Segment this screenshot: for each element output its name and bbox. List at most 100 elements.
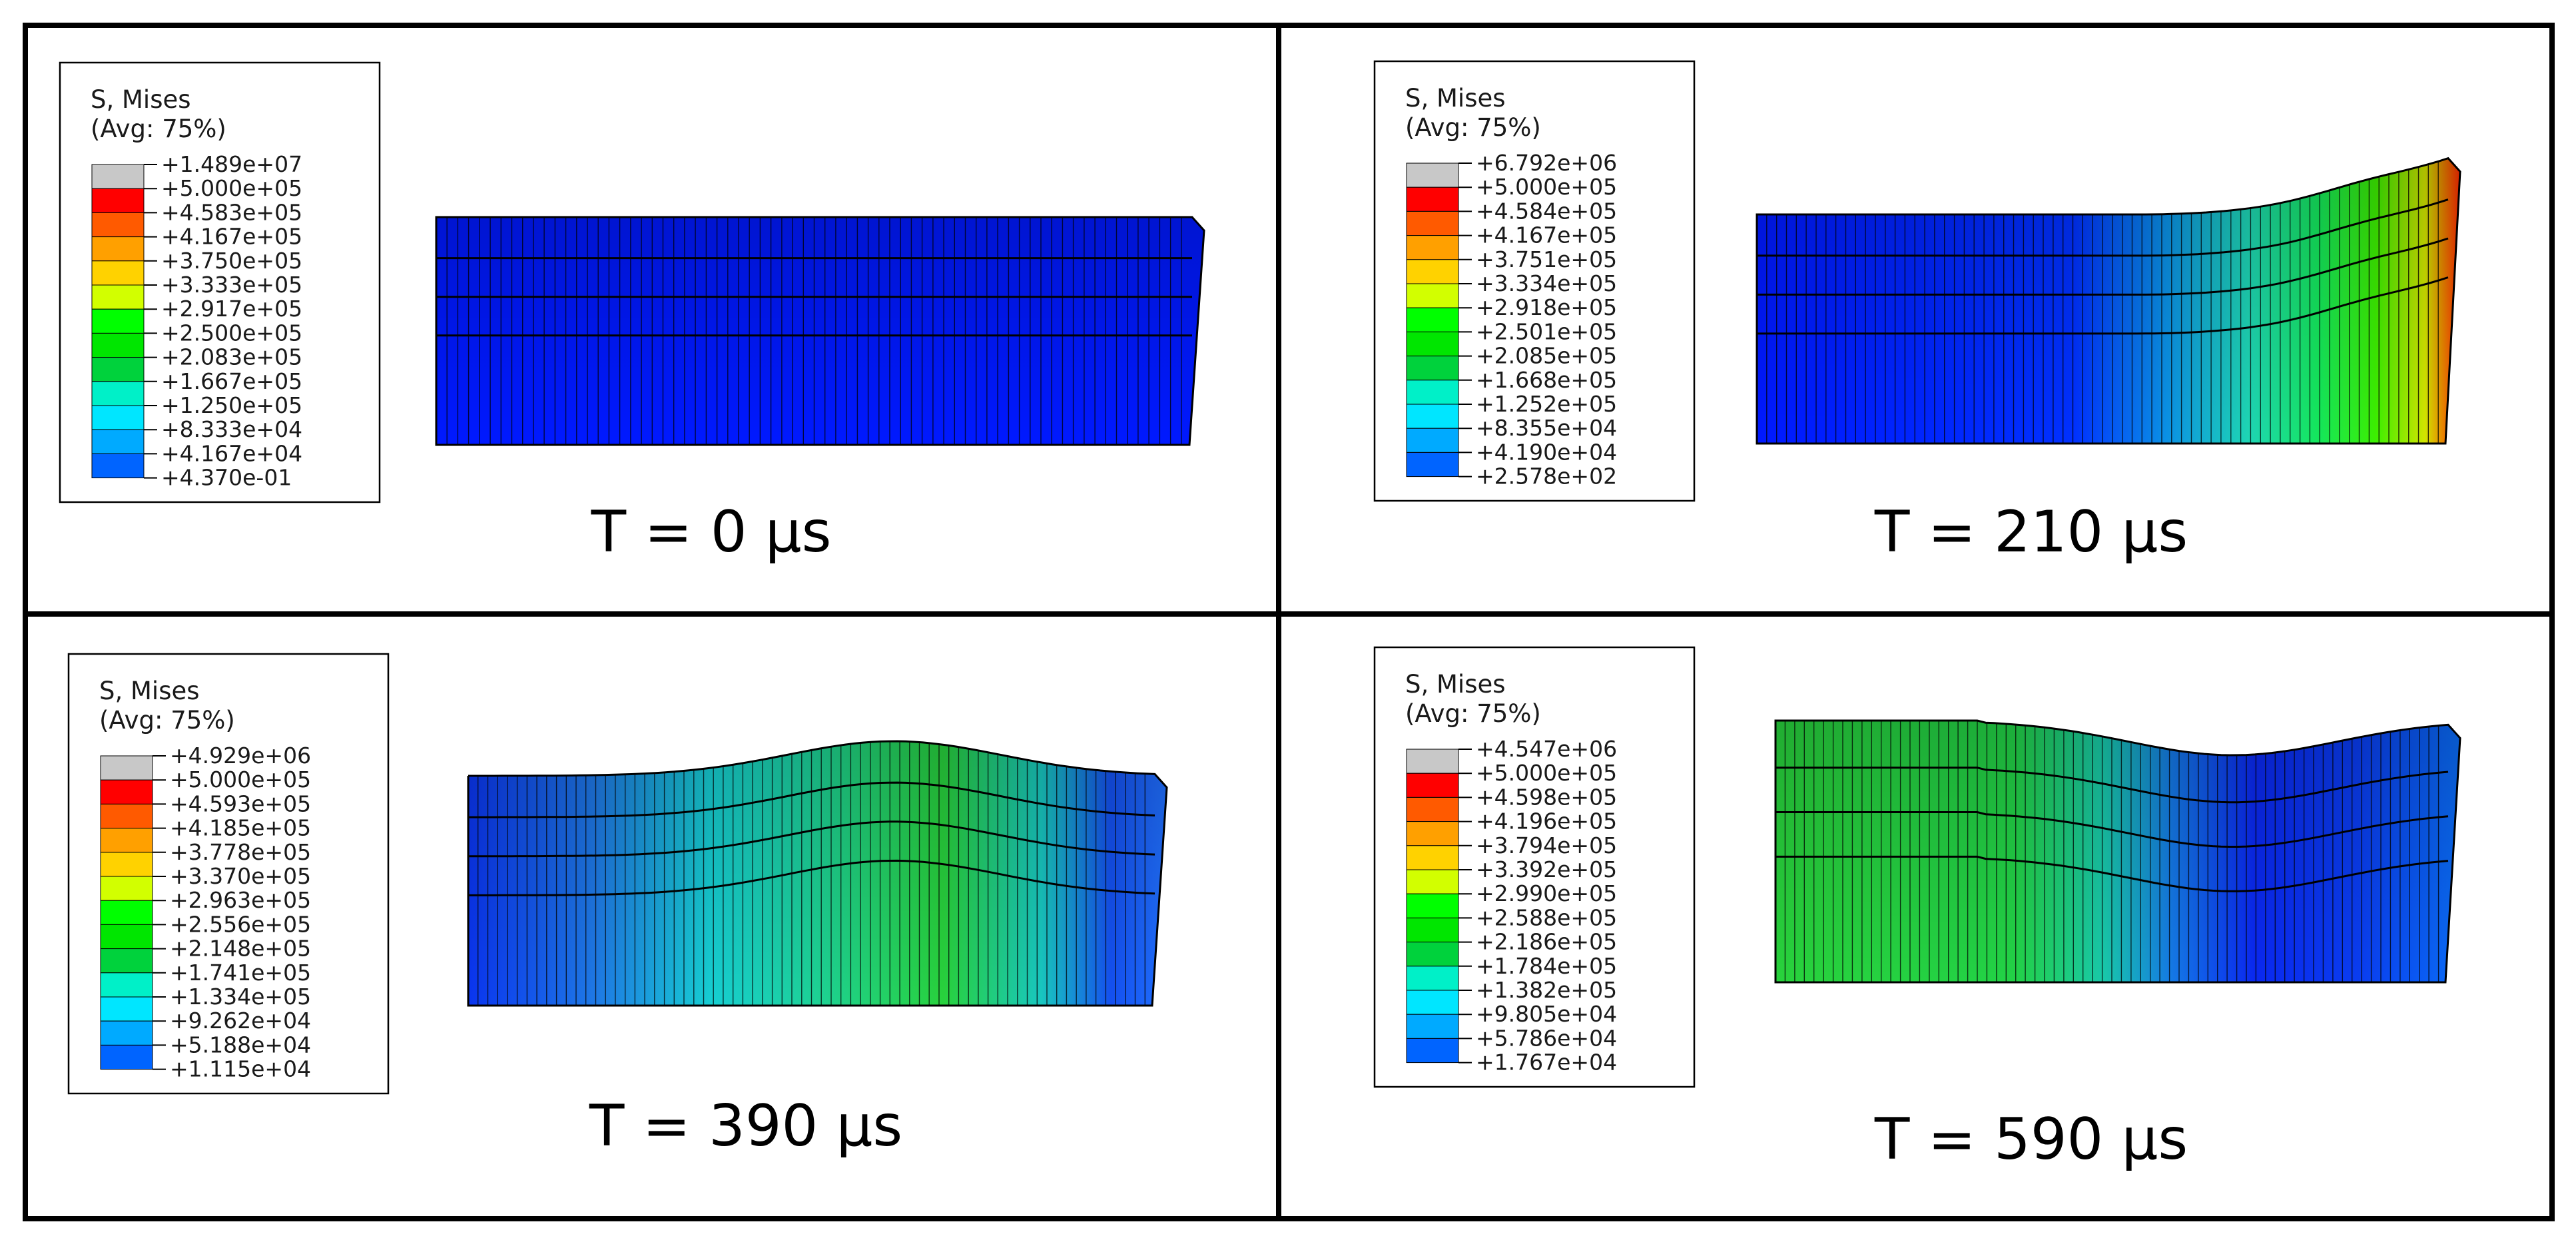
- legend-swatch: [100, 996, 153, 1022]
- legend-title: S, Mises: [1405, 84, 1506, 113]
- legend-swatch: [100, 828, 153, 853]
- legend-swatch: [1406, 331, 1459, 357]
- legend-swatch: [91, 164, 145, 189]
- legend-swatch: [1406, 380, 1459, 405]
- legend-swatch: [91, 260, 145, 286]
- legend-title: S, Mises: [99, 677, 200, 705]
- legend-label: +2.186e+05: [1476, 929, 1617, 955]
- legend-label: +5.000e+05: [170, 767, 311, 792]
- legend-label: +4.190e+04: [1476, 439, 1617, 465]
- layer-line: [1775, 855, 2449, 892]
- legend-swatch: [1406, 259, 1459, 284]
- legend-label: +2.083e+05: [161, 344, 302, 370]
- legend-swatch: [1406, 210, 1459, 236]
- panel-frames: [23, 23, 2555, 1221]
- time-caption: T = 210 µs: [1874, 499, 2188, 565]
- legend-label: +3.392e+05: [1476, 856, 1617, 882]
- legend-swatch: [1406, 990, 1459, 1015]
- legend-label: +5.188e+04: [170, 1032, 311, 1058]
- legend-label: +9.262e+04: [170, 1008, 311, 1034]
- legend-swatch: [1406, 893, 1459, 918]
- legend-label: +3.370e+05: [170, 863, 311, 889]
- legend-label: +2.918e+05: [1476, 294, 1617, 320]
- legend-swatch: [91, 332, 145, 358]
- legend-label: +2.990e+05: [1476, 880, 1617, 906]
- panel-2: S, Mises(Avg: 75%)+6.792e+06+5.000e+05+4…: [1373, 60, 2461, 565]
- legend-label: +1.489e+07: [161, 151, 302, 177]
- deformed-beam: [1774, 719, 2461, 984]
- legend-label: +2.085e+05: [1476, 343, 1617, 369]
- legend-label: +5.000e+05: [1476, 760, 1617, 786]
- legend-label: +6.792e+06: [1476, 150, 1617, 176]
- legend-swatch: [91, 357, 145, 382]
- legend-swatch: [1406, 1014, 1459, 1039]
- legend-swatch: [100, 876, 153, 901]
- legend-swatch: [100, 779, 153, 804]
- legend-label: +1.334e+05: [170, 984, 311, 1010]
- layer-line: [468, 781, 1155, 818]
- legend-swatch: [100, 803, 153, 829]
- legend-swatch: [1406, 186, 1459, 212]
- beam-shading: [1757, 158, 2460, 444]
- legend-swatch: [1406, 356, 1459, 381]
- layer-line: [1757, 237, 2449, 296]
- legend-swatch: [1406, 917, 1459, 943]
- legend-label: +4.598e+05: [1476, 784, 1617, 810]
- deformed-beam: [1756, 156, 2461, 445]
- deformed-beam: [435, 216, 1205, 446]
- outer-frame: [23, 23, 2555, 1221]
- legend-label: +4.185e+05: [170, 815, 311, 841]
- legend-swatch: [1406, 283, 1459, 308]
- legend-swatch: [1406, 942, 1459, 967]
- legend-swatch: [1406, 845, 1459, 870]
- time-caption: T = 390 µs: [589, 1093, 902, 1159]
- legend-swatch: [100, 1020, 153, 1046]
- legend-label: +2.148e+05: [170, 936, 311, 962]
- legend-label: +5.786e+04: [1476, 1025, 1617, 1051]
- time-caption: T = 0 µs: [591, 499, 832, 565]
- layer-line: [1775, 811, 2449, 848]
- legend-label: +3.333e+05: [161, 272, 302, 298]
- legend-swatch: [91, 308, 145, 334]
- legend-label: +1.784e+05: [1476, 953, 1617, 979]
- legend-subtitle: (Avg: 75%): [91, 115, 226, 143]
- deformed-beam: [467, 740, 1168, 1007]
- layer-line: [468, 859, 1155, 896]
- legend-label: +1.767e+04: [1476, 1050, 1617, 1076]
- legend-label: +2.500e+05: [161, 320, 302, 346]
- legend-swatch: [1406, 404, 1459, 429]
- legend-label: +4.167e+05: [161, 224, 302, 250]
- legend-label: +5.000e+05: [1476, 174, 1617, 200]
- legend-swatch: [1406, 821, 1459, 846]
- legend-swatch: [1406, 1038, 1459, 1064]
- legend-swatch: [1406, 307, 1459, 332]
- legend-label: +4.584e+05: [1476, 198, 1617, 224]
- legend-swatch: [1406, 749, 1459, 774]
- legend-swatch: [91, 429, 145, 454]
- legend-label: +3.750e+05: [161, 248, 302, 274]
- legend-subtitle: (Avg: 75%): [99, 706, 235, 735]
- legend-swatch: [100, 948, 153, 974]
- legend-swatch: [91, 405, 145, 430]
- legend-swatch: [91, 188, 145, 213]
- beam-shading: [1775, 721, 2460, 982]
- legend-label: +4.547e+06: [1476, 736, 1617, 762]
- panel-1: S, Mises(Avg: 75%)+1.489e+07+5.000e+05+4…: [59, 61, 1205, 565]
- legend-swatch: [1406, 428, 1459, 453]
- legend-swatch: [1406, 869, 1459, 894]
- layer-line: [468, 820, 1155, 858]
- legend-label: +3.778e+05: [170, 839, 311, 865]
- legend-label: +1.382e+05: [1476, 977, 1617, 1003]
- legend-swatch: [100, 972, 153, 998]
- legend-label: +3.794e+05: [1476, 832, 1617, 858]
- stress-legend: S, Mises(Avg: 75%) +4.547e+06+5.000e+05+4…: [1373, 646, 1696, 1088]
- legend-title: S, Mises: [1405, 670, 1506, 699]
- legend-swatch: [91, 453, 145, 479]
- panel-4: S, Mises(Avg: 75%) +4.547e+06+5.000e+05+4…: [1373, 646, 2461, 1173]
- legend-swatch: [91, 284, 145, 310]
- beam-shading: [436, 217, 1204, 445]
- legend-swatch: [1406, 452, 1459, 477]
- legend-subtitle: (Avg: 75%): [1405, 699, 1541, 728]
- legend-label: +4.929e+06: [170, 743, 311, 769]
